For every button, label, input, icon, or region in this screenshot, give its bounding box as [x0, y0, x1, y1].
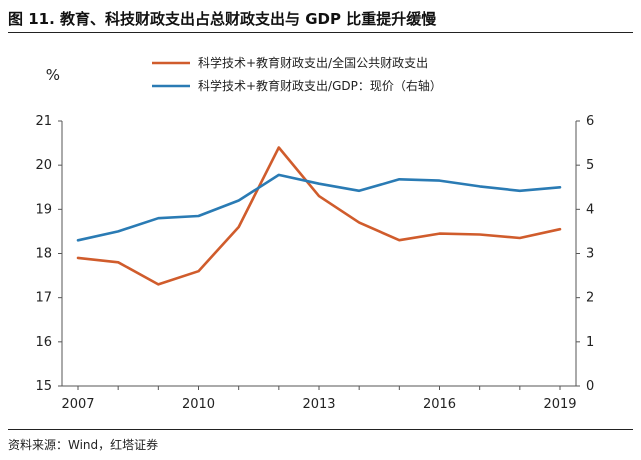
left-tick-label: 15	[35, 379, 52, 394]
x-tick-label: 2010	[182, 397, 215, 412]
chart-title: 图 11. 教育、科技财政支出占总财政支出与 GDP 比重提升缓慢	[8, 10, 437, 28]
left-tick-label: 17	[35, 291, 52, 306]
x-tick-label: 2019	[543, 397, 576, 412]
right-tick-label: 3	[586, 247, 594, 262]
x-tick-label: 2016	[423, 397, 456, 412]
right-tick-label: 5	[586, 158, 594, 173]
right-tick-label: 0	[586, 379, 594, 394]
left-tick-label: 20	[35, 158, 52, 173]
legend-label-2: 科学技术+教育财政支出/GDP：现价（右轴）	[198, 78, 442, 93]
source-note: 资料来源：Wind，红塔证券	[8, 438, 159, 452]
title-divider	[8, 32, 633, 33]
y-unit-label: %	[46, 66, 60, 84]
right-tick-label: 4	[586, 202, 594, 217]
left-tick-label: 19	[35, 202, 52, 217]
series-line-1	[76, 146, 562, 286]
right-tick-label: 1	[586, 335, 594, 350]
footer-divider	[8, 429, 633, 430]
left-tick-label: 18	[35, 247, 52, 262]
x-tick-label: 2013	[302, 397, 335, 412]
left-tick-label: 21	[35, 114, 52, 129]
right-tick-label: 6	[586, 114, 594, 129]
x-tick-label: 2007	[61, 397, 94, 412]
series-line-2	[76, 173, 562, 242]
legend-label-1: 科学技术+教育财政支出/全国公共财政支出	[198, 55, 428, 70]
left-tick-label: 16	[35, 335, 52, 350]
right-tick-label: 2	[586, 291, 594, 306]
